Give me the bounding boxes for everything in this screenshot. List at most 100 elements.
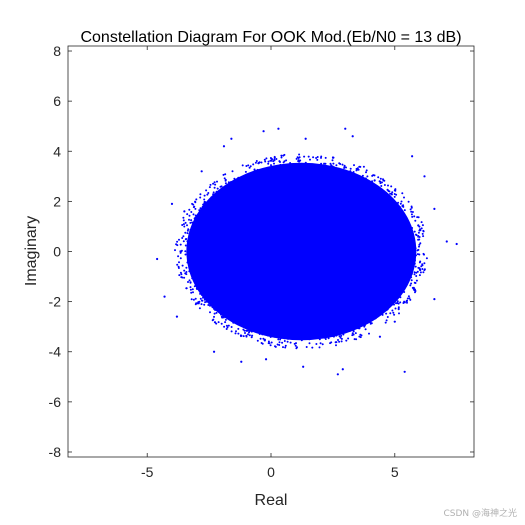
scatter-point (361, 174, 364, 177)
scatter-point (415, 279, 418, 282)
scatter-point (184, 244, 187, 247)
scatter-point (365, 171, 367, 174)
scatter-point (408, 276, 411, 279)
scatter-point (273, 155, 276, 158)
scatter-point (353, 338, 356, 341)
scatter-point (189, 241, 191, 243)
scatter-point (409, 274, 412, 277)
scatter-point (331, 159, 334, 162)
scatter-point (200, 170, 203, 173)
scatter-point (415, 271, 418, 274)
scatter-point (230, 330, 233, 333)
scatter-point (411, 215, 414, 218)
point-cloud (174, 153, 428, 350)
scatter-point (200, 303, 203, 306)
x-axis-label: Real (255, 492, 288, 509)
scatter-point (319, 342, 322, 345)
scatter-point (203, 198, 206, 201)
scatter-point (337, 339, 339, 341)
scatter-point (251, 334, 254, 337)
scatter-point (218, 194, 221, 197)
scatter-point (256, 339, 259, 342)
scatter-point (414, 265, 417, 268)
scatter-point (220, 313, 222, 316)
scatter-point (416, 270, 419, 273)
scatter-point (380, 190, 382, 193)
scatter-point (398, 312, 400, 315)
scatter-point (222, 173, 225, 176)
scatter-point (355, 338, 358, 341)
scatter-point (392, 204, 395, 206)
scatter-point (332, 335, 335, 338)
scatter-point (263, 158, 266, 161)
scatter-point (414, 291, 416, 294)
scatter-point (191, 227, 194, 230)
scatter-point (262, 173, 265, 176)
scatter-point (203, 303, 206, 306)
scatter-point (191, 277, 194, 280)
scatter-point (353, 173, 356, 176)
scatter-point (277, 338, 280, 341)
scatter-point (189, 269, 192, 272)
scatter-point (327, 337, 330, 340)
scatter-point (247, 333, 249, 336)
y-tick-label: -6 (49, 394, 62, 410)
scatter-point (409, 284, 412, 287)
scatter-point (417, 235, 420, 237)
scatter-point (263, 339, 266, 342)
scatter-point (361, 181, 364, 184)
scatter-point (186, 229, 189, 232)
scatter-point (412, 287, 415, 290)
scatter-point (421, 263, 424, 266)
scatter-point (332, 170, 335, 172)
scatter-point (311, 165, 314, 167)
scatter-point (203, 298, 206, 301)
scatter-point (237, 183, 240, 186)
scatter-point (397, 294, 400, 297)
scatter-point (318, 338, 321, 341)
scatter-point (254, 161, 257, 164)
scatter-point (395, 205, 398, 208)
y-tick-label: -2 (49, 294, 62, 310)
scatter-point (412, 239, 415, 242)
scatter-point (330, 331, 333, 334)
scatter-point (365, 184, 368, 187)
scatter-point (411, 227, 414, 229)
y-axis-ticks: -8 -6 -4 -2 0 2 4 6 8 (49, 43, 474, 460)
scatter-point (179, 251, 182, 254)
scatter-point (176, 263, 179, 266)
scatter-point (253, 168, 256, 171)
scatter-point (409, 208, 412, 211)
scatter-point (321, 343, 324, 346)
scatter-point (397, 209, 399, 211)
scatter-point (193, 276, 196, 279)
scatter-point (231, 170, 234, 173)
scatter-point (351, 175, 354, 178)
scatter-point (260, 161, 263, 164)
scatter-point (268, 332, 271, 335)
scatter-point (240, 182, 243, 185)
scatter-point (190, 291, 193, 294)
scatter-point (411, 211, 414, 213)
scatter-point (190, 219, 193, 222)
scatter-point (189, 286, 192, 289)
y-axis-label: Imaginary (23, 216, 40, 286)
scatter-point (383, 184, 386, 186)
scatter-point (283, 168, 286, 170)
scatter-point (406, 270, 408, 273)
scatter-point (401, 221, 404, 224)
scatter-point (420, 265, 423, 268)
scatter-point (433, 298, 436, 301)
scatter-point (267, 160, 270, 163)
scatter-point (413, 289, 416, 292)
scatter-point (405, 217, 407, 219)
scatter-point (230, 326, 233, 328)
scatter-point (270, 334, 273, 337)
scatter-point (279, 338, 282, 341)
scatter-point (401, 205, 404, 207)
scatter-point (270, 341, 273, 344)
scatter-point (237, 176, 240, 179)
scatter-point (255, 160, 258, 162)
scatter-point (361, 320, 364, 323)
